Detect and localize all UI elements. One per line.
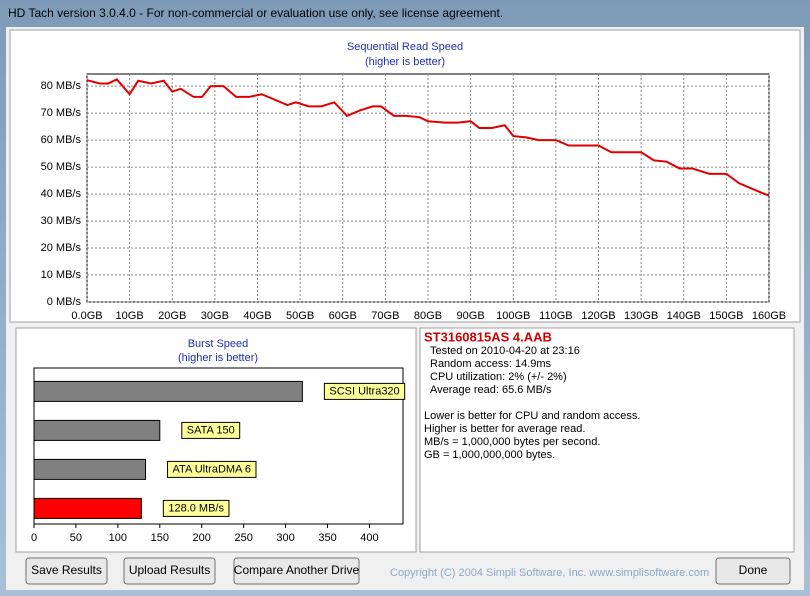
x-tick-label: 0.0GB [71,310,102,322]
info-note: Higher is better for average read. [424,423,585,435]
y-tick-label: 80 MB/s [41,80,82,92]
x-tick-label: 300 [276,532,294,544]
x-tick-label: 80GB [414,310,442,322]
x-tick-label: 0 [31,532,37,544]
bar [33,458,147,480]
bar [33,497,142,519]
copyright: Copyright (C) 2004 Simpli Software, Inc.… [390,567,709,579]
bar-label-box [167,460,257,478]
x-tick-label: 150GB [709,310,743,322]
button[interactable] [25,557,108,585]
y-tick-label: 60 MB/s [41,134,82,146]
y-tick-label: 10 MB/s [41,269,82,281]
info-panel [419,327,795,553]
x-tick-label: 50GB [286,310,314,322]
read-line [86,78,770,197]
y-tick-label: 0 MB/s [47,296,82,308]
y-tick-label: 50 MB/s [41,161,82,173]
chart-subtitle: (higher is better) [365,56,445,68]
x-tick-label: 200 [193,532,211,544]
button[interactable] [715,557,791,585]
button-label[interactable]: Compare Another Drive [234,563,360,577]
x-tick-label: 40GB [243,310,271,322]
x-tick-label: 50 [70,532,82,544]
x-tick-label: 30GB [201,310,229,322]
x-tick-label: 120GB [581,310,615,322]
bar [33,419,161,441]
x-tick-label: 70GB [371,310,399,322]
bar-label-box [162,499,230,517]
bar-label: SCSI Ultra320 [329,385,399,397]
y-tick-label: 20 MB/s [41,242,82,254]
x-tick-label: 60GB [329,310,357,322]
bar [33,380,303,402]
bar-label: 128.0 MB/s [168,502,224,514]
info-line: CPU utilization: 2% (+/- 2%) [430,371,567,383]
button-label[interactable]: Done [739,563,768,577]
chart-title: Sequential Read Speed [347,41,463,53]
x-tick-label: 140GB [667,310,701,322]
button-label[interactable]: Save Results [31,563,102,577]
info-note: Lower is better for CPU and random acces… [424,410,640,422]
x-tick-label: 90GB [457,310,485,322]
bar-label: SATA 150 [187,424,235,436]
window-title: HD Tach version 3.0.4.0 - For non-commer… [8,6,503,20]
info-line: Tested on 2010-04-20 at 23:16 [430,345,580,357]
chart-title: Burst Speed [188,338,249,350]
y-tick-label: 30 MB/s [41,215,82,227]
x-tick-label: 250 [234,532,252,544]
x-tick-label: 400 [360,532,378,544]
info-line: Random access: 14.9ms [430,358,552,370]
info-note: MB/s = 1,000,000 bytes per second. [424,436,600,448]
chart-subtitle: (higher is better) [178,352,258,364]
x-tick-label: 110GB [539,310,572,322]
x-tick-label: 100GB [496,310,530,322]
drive-name: ST3160815AS 4.AAB [424,329,552,344]
x-tick-label: 150 [151,532,169,544]
info-note: GB = 1,000,000,000 bytes. [424,449,555,461]
x-tick-label: 130GB [624,310,658,322]
y-tick-label: 40 MB/s [41,188,82,200]
x-tick-label: 10GB [116,310,144,322]
x-tick-label: 100 [109,532,127,544]
bar-label-box [323,382,406,400]
button-label[interactable]: Upload Results [129,563,210,577]
bar-label: ATA UltraDMA 6 [173,463,251,475]
x-tick-label: 20GB [158,310,186,322]
x-tick-label: 160GB [752,310,786,322]
y-tick-label: 70 MB/s [41,107,82,119]
button[interactable] [123,557,216,585]
info-line: Average read: 65.6 MB/s [430,384,552,396]
bar-label-box [181,421,241,439]
button[interactable] [233,557,360,585]
x-tick-label: 350 [318,532,336,544]
